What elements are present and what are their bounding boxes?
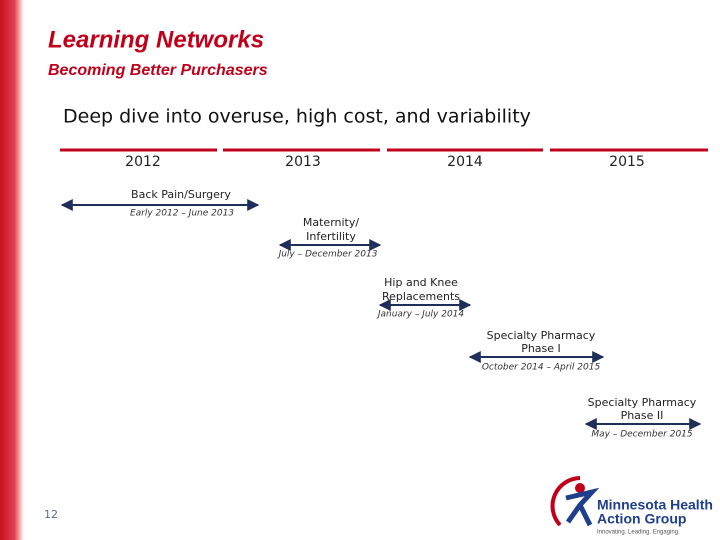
item-label: Phase I <box>521 342 561 355</box>
logo-tagline: Innovating. Leading. Engaging. <box>597 530 680 536</box>
item-dates: October 2014 – April 2015 <box>482 363 601 373</box>
logo-head <box>575 483 585 493</box>
logo-figure <box>565 487 600 527</box>
side-stripe <box>0 0 24 540</box>
item-dates: July – December 2013 <box>277 250 378 260</box>
item-label: Hip and Knee <box>384 276 458 289</box>
year-label: 2014 <box>447 154 483 170</box>
logo-swoosh <box>550 476 581 527</box>
year-label: 2015 <box>609 154 645 170</box>
item-dates: January – July 2014 <box>376 310 465 320</box>
item-label: Specialty Pharmacy <box>588 396 697 409</box>
item-label: Replacements <box>382 290 460 303</box>
item-dates: May – December 2015 <box>591 430 693 440</box>
year-label: 2012 <box>125 154 161 170</box>
heading: Deep dive into overuse, high cost, and v… <box>63 106 531 128</box>
item-label: Specialty Pharmacy <box>487 329 596 342</box>
title: Learning Networks <box>48 26 264 53</box>
logo-line1: Minnesota Health <box>597 497 713 513</box>
logo-line2: Action Group <box>597 511 686 527</box>
item-label: Back Pain/Surgery <box>131 188 231 201</box>
item-label: Infertility <box>306 230 356 243</box>
item-label: Maternity/ <box>303 216 359 229</box>
subtitle: Becoming Better Purchasers <box>48 62 268 79</box>
logo: Minnesota Health Action Group Innovating… <box>550 476 713 536</box>
item-dates: Early 2012 – June 2013 <box>130 209 234 219</box>
year-label: 2013 <box>285 154 321 170</box>
page-number: 12 <box>44 508 58 521</box>
item-label: Phase II <box>621 409 664 422</box>
